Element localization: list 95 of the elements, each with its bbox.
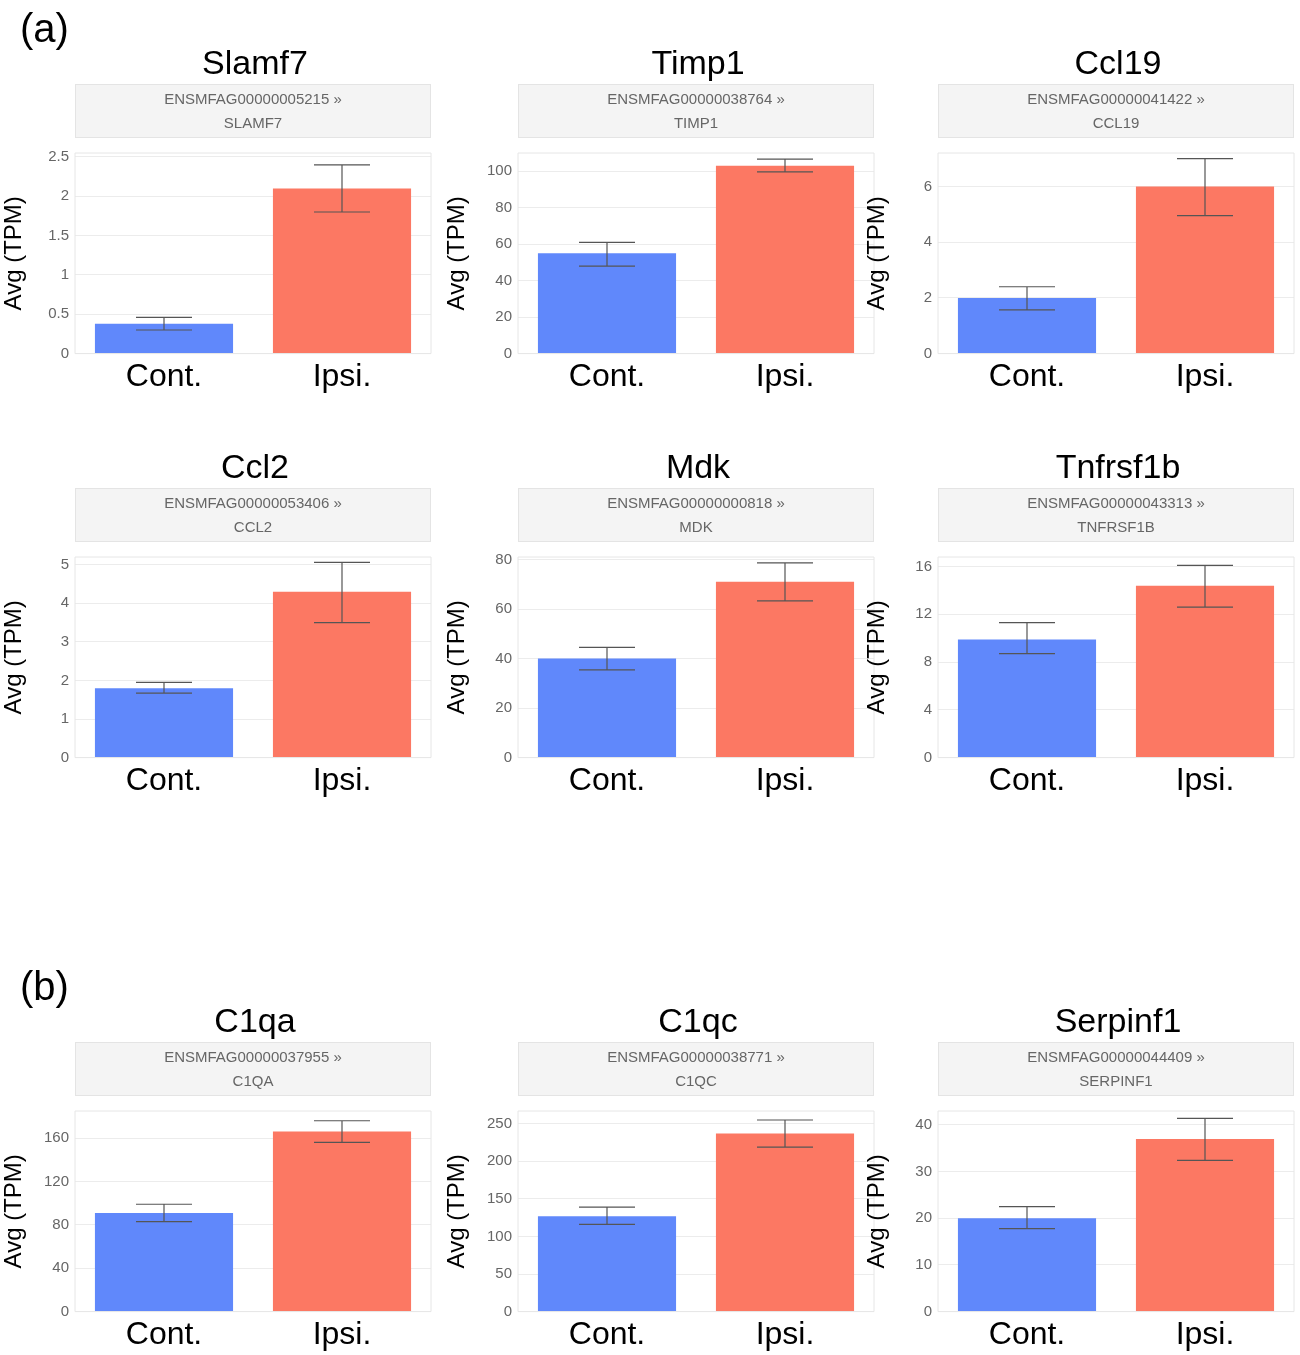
chart-subtitle: ENSMFAG00000044409 » SERPINF1 xyxy=(939,1045,1293,1093)
y-tick-label: 60 xyxy=(495,599,512,617)
y-axis-title: Avg (TPM) xyxy=(442,600,470,715)
y-tick-label: 200 xyxy=(486,1151,512,1169)
y-tick-label: 12 xyxy=(915,604,932,622)
y-tick-label: 0 xyxy=(503,747,512,765)
chart-title: Slamf7 xyxy=(202,43,308,81)
y-tick-label: 2 xyxy=(923,288,932,306)
chart-title: C1qc xyxy=(657,1000,739,1041)
text: (a) xyxy=(20,6,69,51)
y-tick-label: 5 xyxy=(60,554,69,572)
x-tick-label: Cont. xyxy=(568,760,646,797)
x-tick-label: Ipsi. xyxy=(1175,760,1235,797)
y-tick-label: 100 xyxy=(486,161,512,179)
x-tick-label: Ipsi. xyxy=(312,760,372,797)
x-tick-label: Ipsi. xyxy=(1175,356,1235,393)
y-tick-label: 16 xyxy=(915,556,932,574)
chart-subtitle: ENSMFAG00000053406 » CCL2 xyxy=(76,491,430,539)
y-tick-label: 100 xyxy=(486,1226,512,1244)
y-tick-label: 40 xyxy=(52,1258,69,1276)
y-tick-label: 3 xyxy=(60,632,69,650)
y-axis-title: Avg (TPM) xyxy=(862,600,890,715)
chart-subtitle: ENSMFAG00000005215 » SLAMF7 xyxy=(76,87,430,135)
x-tick-label: Ipsi. xyxy=(755,760,815,797)
chart-title: Ccl19 xyxy=(1073,42,1163,83)
y-axis-title: Avg (TPM) xyxy=(0,600,27,715)
y-tick-label: 4 xyxy=(923,699,932,717)
y-tick-label: 20 xyxy=(915,1208,932,1226)
y-tick-label: 80 xyxy=(495,197,512,215)
y-axis-title: Avg (TPM) xyxy=(862,1154,890,1269)
y-tick-label: 40 xyxy=(915,1115,932,1133)
chart-title: Ccl2 xyxy=(220,446,290,487)
y-tick-label: 0 xyxy=(60,343,69,361)
y-tick-label: 1.5 xyxy=(48,225,69,243)
y-tick-label: 2 xyxy=(60,670,69,688)
x-tick-label: Cont. xyxy=(125,1314,203,1351)
y-tick-label: 80 xyxy=(52,1214,69,1232)
x-tick-label: Cont. xyxy=(988,760,1066,797)
y-tick-label: 40 xyxy=(495,270,512,288)
y-tick-label: 160 xyxy=(43,1128,69,1146)
y-tick-label: 20 xyxy=(495,698,512,716)
y-tick-label: 10 xyxy=(915,1255,932,1273)
y-tick-label: 50 xyxy=(495,1264,512,1282)
y-tick-label: 40 xyxy=(495,648,512,666)
chart-subtitle: ENSMFAG00000037955 » C1QA xyxy=(76,1045,430,1093)
y-tick-label: 2.5 xyxy=(48,147,69,165)
y-tick-label: 0 xyxy=(60,1301,69,1319)
x-tick-label: Cont. xyxy=(988,356,1066,393)
y-tick-label: 120 xyxy=(43,1171,69,1189)
x-tick-label: Cont. xyxy=(568,356,646,393)
x-tick-label: Cont. xyxy=(988,1314,1066,1351)
y-axis-title: Avg (TPM) xyxy=(0,1154,27,1269)
y-tick-label: 0 xyxy=(923,343,932,361)
chart-subtitle: ENSMFAG00000038771 » C1QC xyxy=(519,1045,873,1093)
y-tick-label: 150 xyxy=(486,1189,512,1207)
x-tick-label: Ipsi. xyxy=(312,1314,372,1351)
y-axis-title: Avg (TPM) xyxy=(862,196,890,311)
y-tick-label: 60 xyxy=(495,234,512,252)
chart-title: Timp1 xyxy=(650,42,746,83)
x-tick-label: Ipsi. xyxy=(312,356,372,393)
chart-title: Tnfrsf1b xyxy=(1054,446,1182,487)
chart-subtitle: ENSMFAG00000000818 » MDK xyxy=(519,491,873,539)
y-tick-label: 4 xyxy=(923,232,932,250)
y-axis-title: Avg (TPM) xyxy=(442,1154,470,1269)
text: (b) xyxy=(20,964,69,1009)
y-tick-label: 0 xyxy=(923,747,932,765)
chart-subtitle: ENSMFAG00000038764 » TIMP1 xyxy=(519,87,873,135)
chart-title: C1qa xyxy=(214,1001,296,1039)
y-tick-label: 1 xyxy=(60,265,69,283)
x-tick-label: Ipsi. xyxy=(755,356,815,393)
y-tick-label: 8 xyxy=(923,652,932,670)
y-tick-label: 80 xyxy=(495,549,512,567)
y-tick-label: 30 xyxy=(915,1161,932,1179)
y-tick-label: 250 xyxy=(486,1113,512,1131)
x-tick-label: Cont. xyxy=(125,356,203,393)
chart-title: Serpinf1 xyxy=(1053,1000,1183,1041)
y-tick-label: 2 xyxy=(60,186,69,204)
y-tick-label: 0 xyxy=(503,1301,512,1319)
y-tick-label: 0 xyxy=(60,747,69,765)
y-axis-title: Avg (TPM) xyxy=(442,196,470,311)
x-tick-label: Ipsi. xyxy=(755,1314,815,1351)
y-tick-label: 0 xyxy=(503,343,512,361)
y-axis-title: Avg (TPM) xyxy=(0,196,27,311)
x-tick-label: Cont. xyxy=(125,760,203,797)
y-tick-label: 1 xyxy=(60,709,69,727)
y-tick-label: 6 xyxy=(923,176,932,194)
y-tick-label: 4 xyxy=(60,593,69,611)
y-tick-label: 0.5 xyxy=(48,304,69,322)
x-tick-label: Cont. xyxy=(568,1314,646,1351)
x-tick-label: Ipsi. xyxy=(1175,1314,1235,1351)
y-tick-label: 0 xyxy=(923,1301,932,1319)
y-tick-label: 20 xyxy=(495,307,512,325)
chart-title: Mdk xyxy=(664,446,732,487)
chart-subtitle: ENSMFAG00000043313 » TNFRSF1B xyxy=(939,491,1293,539)
chart-subtitle: ENSMFAG00000041422 » CCL19 xyxy=(939,87,1293,135)
